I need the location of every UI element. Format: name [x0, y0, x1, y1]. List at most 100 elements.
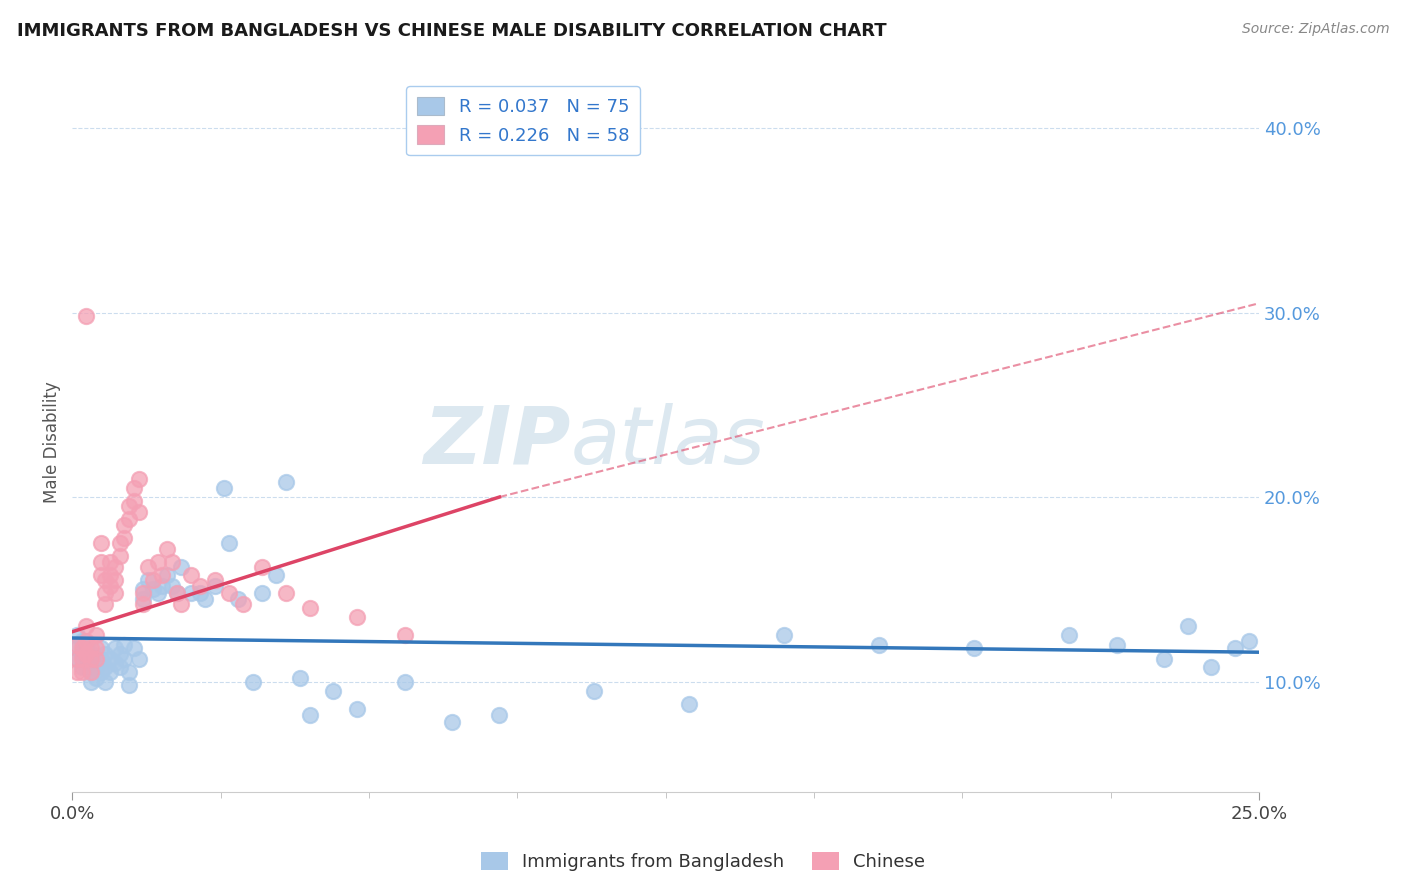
Point — [1177, 619, 1199, 633]
Point — [190, 579, 212, 593]
Point — [66, 652, 89, 666]
Point — [122, 481, 145, 495]
Point — [190, 586, 212, 600]
Point — [274, 586, 297, 600]
Point — [128, 652, 150, 666]
Point — [84, 652, 107, 666]
Point — [98, 579, 121, 593]
Point — [250, 586, 273, 600]
Point — [84, 641, 107, 656]
Point — [66, 628, 89, 642]
Point — [104, 573, 127, 587]
Point — [180, 567, 202, 582]
Point — [90, 536, 112, 550]
Point — [94, 586, 117, 600]
Point — [242, 674, 264, 689]
Point — [66, 652, 89, 666]
Point — [114, 517, 136, 532]
Point — [70, 641, 93, 656]
Point — [868, 638, 890, 652]
Point — [108, 536, 131, 550]
Point — [90, 555, 112, 569]
Point — [98, 567, 121, 582]
Point — [166, 586, 188, 600]
Point — [70, 647, 93, 661]
Point — [146, 555, 169, 569]
Legend: R = 0.037   N = 75, R = 0.226   N = 58: R = 0.037 N = 75, R = 0.226 N = 58 — [406, 86, 640, 155]
Point — [152, 567, 174, 582]
Point — [298, 600, 321, 615]
Point — [122, 493, 145, 508]
Point — [70, 634, 93, 648]
Point — [114, 652, 136, 666]
Point — [440, 715, 463, 730]
Point — [118, 665, 141, 680]
Point — [76, 619, 98, 633]
Point — [488, 707, 510, 722]
Point — [104, 560, 127, 574]
Point — [136, 573, 159, 587]
Point — [66, 641, 89, 656]
Point — [160, 555, 183, 569]
Point — [963, 641, 986, 656]
Point — [1201, 660, 1223, 674]
Point — [70, 652, 93, 666]
Point — [1225, 641, 1247, 656]
Point — [1153, 652, 1175, 666]
Point — [94, 674, 117, 689]
Point — [76, 641, 98, 656]
Point — [160, 579, 183, 593]
Point — [346, 610, 368, 624]
Point — [132, 586, 155, 600]
Point — [118, 678, 141, 692]
Text: ZIP: ZIP — [423, 402, 571, 481]
Point — [122, 641, 145, 656]
Point — [132, 597, 155, 611]
Point — [142, 573, 165, 587]
Point — [166, 586, 188, 600]
Text: atlas: atlas — [571, 402, 765, 481]
Point — [108, 660, 131, 674]
Point — [228, 591, 250, 606]
Point — [232, 597, 254, 611]
Point — [298, 707, 321, 722]
Point — [170, 560, 193, 574]
Point — [118, 500, 141, 514]
Point — [80, 665, 103, 680]
Text: Source: ZipAtlas.com: Source: ZipAtlas.com — [1241, 22, 1389, 37]
Point — [80, 674, 103, 689]
Point — [70, 665, 93, 680]
Point — [152, 579, 174, 593]
Point — [90, 641, 112, 656]
Point — [194, 591, 217, 606]
Point — [70, 660, 93, 674]
Point — [394, 628, 416, 642]
Text: IMMIGRANTS FROM BANGLADESH VS CHINESE MALE DISABILITY CORRELATION CHART: IMMIGRANTS FROM BANGLADESH VS CHINESE MA… — [17, 22, 887, 40]
Point — [1105, 638, 1128, 652]
Point — [66, 665, 89, 680]
Point — [84, 652, 107, 666]
Point — [132, 582, 155, 597]
Point — [288, 671, 311, 685]
Point — [274, 475, 297, 490]
Point — [76, 309, 98, 323]
Point — [98, 555, 121, 569]
Point — [136, 560, 159, 574]
Point — [76, 660, 98, 674]
Point — [583, 683, 606, 698]
Point — [146, 586, 169, 600]
Point — [98, 652, 121, 666]
Point — [108, 549, 131, 563]
Point — [80, 656, 103, 670]
Point — [90, 665, 112, 680]
Point — [80, 647, 103, 661]
Point — [104, 656, 127, 670]
Point — [156, 567, 179, 582]
Point — [156, 541, 179, 556]
Point — [142, 582, 165, 597]
Point — [94, 597, 117, 611]
Point — [84, 660, 107, 674]
Point — [84, 628, 107, 642]
Legend: Immigrants from Bangladesh, Chinese: Immigrants from Bangladesh, Chinese — [474, 845, 932, 879]
Point — [80, 641, 103, 656]
